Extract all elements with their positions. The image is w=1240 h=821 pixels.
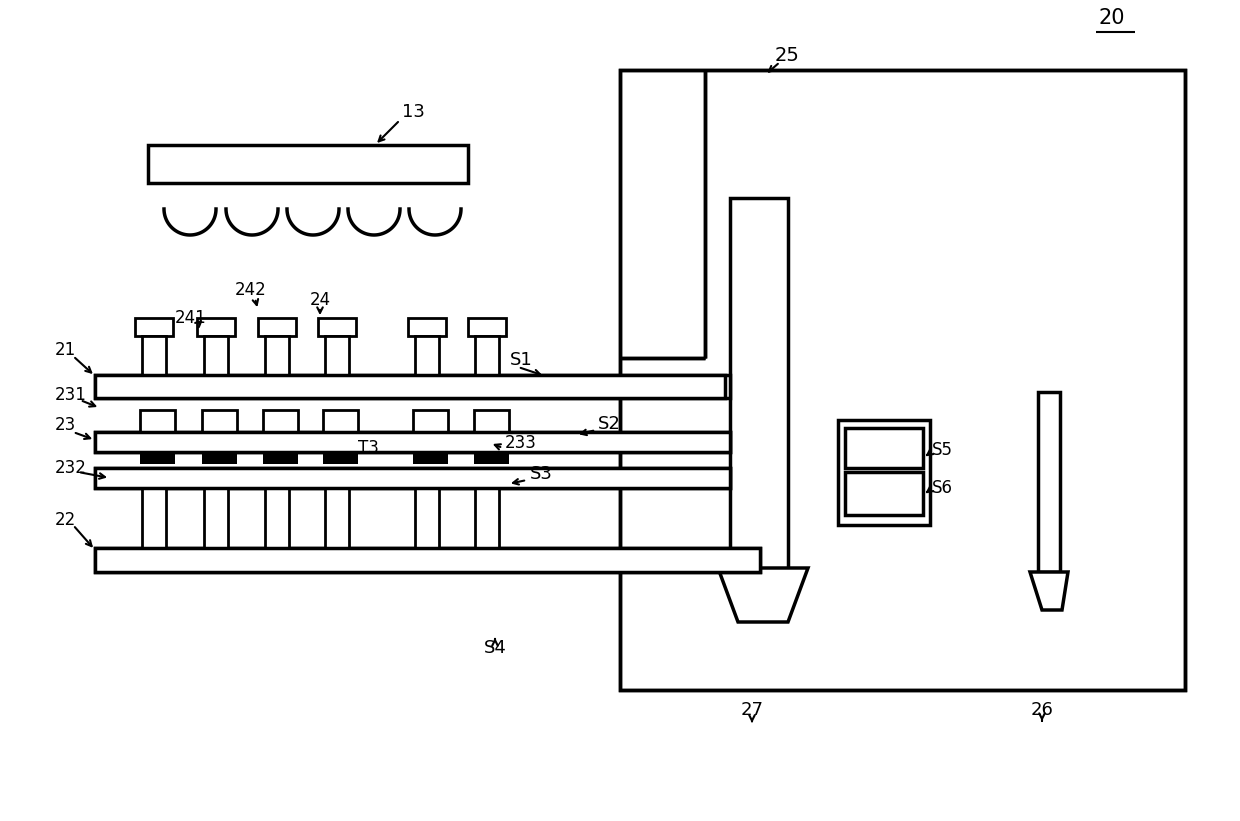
Bar [408,548,446,563]
Text: S1: S1 [510,351,533,369]
Text: 26: 26 [1030,701,1054,719]
Text: 231: 231 [55,386,87,404]
Bar [322,454,358,464]
Text: S6: S6 [932,479,954,497]
Bar [95,375,725,398]
Bar [143,336,166,375]
Bar [322,410,358,432]
Text: S5: S5 [932,441,954,459]
Bar [475,336,498,375]
Text: 20: 20 [1097,8,1125,28]
Bar [620,70,1185,690]
Bar [140,454,175,464]
Bar [413,410,448,432]
Polygon shape [1030,572,1068,610]
Bar [258,548,296,563]
Bar [140,410,175,432]
Bar [95,548,760,572]
Text: 13: 13 [402,103,425,121]
Bar [474,410,508,432]
Bar [265,336,289,375]
Bar [263,454,298,464]
Bar [475,488,498,548]
Bar [95,375,730,398]
Polygon shape [718,568,808,622]
Bar [197,318,236,336]
Text: 21: 21 [55,341,76,359]
Bar [202,410,237,432]
Text: 232: 232 [55,459,87,477]
Text: S4: S4 [484,639,506,657]
Bar [730,198,787,590]
Text: 22: 22 [55,511,76,529]
Text: 242: 242 [236,281,267,299]
Text: 27: 27 [740,701,764,719]
Bar [467,318,506,336]
Text: 24: 24 [310,291,331,309]
Bar [143,488,166,548]
Bar [838,420,930,525]
Bar [317,548,356,563]
Bar [135,548,174,563]
Bar [844,472,923,515]
Text: S2: S2 [598,415,621,433]
Bar [135,318,174,336]
Bar [474,454,508,464]
Bar [258,318,296,336]
Bar [413,454,448,464]
Bar [415,336,439,375]
Bar [197,548,236,563]
Bar [325,336,348,375]
Bar [1038,392,1060,572]
Text: S3: S3 [529,465,553,483]
Bar [263,410,298,432]
Bar [205,336,228,375]
Text: T3: T3 [358,439,379,457]
Bar [467,548,506,563]
Text: 25: 25 [775,45,800,65]
Bar [148,145,467,183]
Bar [95,548,760,572]
Bar [95,468,730,488]
Bar [408,318,446,336]
Bar [95,468,730,488]
Bar [325,488,348,548]
Bar [620,70,1185,690]
Bar [844,428,923,468]
Text: 23: 23 [55,416,76,434]
Bar [95,432,730,452]
Text: 233: 233 [505,434,537,452]
Bar [205,488,228,548]
Bar [265,488,289,548]
Bar [415,488,439,548]
Text: 241: 241 [175,309,207,327]
Bar [202,454,237,464]
Bar [95,432,730,452]
Bar [317,318,356,336]
